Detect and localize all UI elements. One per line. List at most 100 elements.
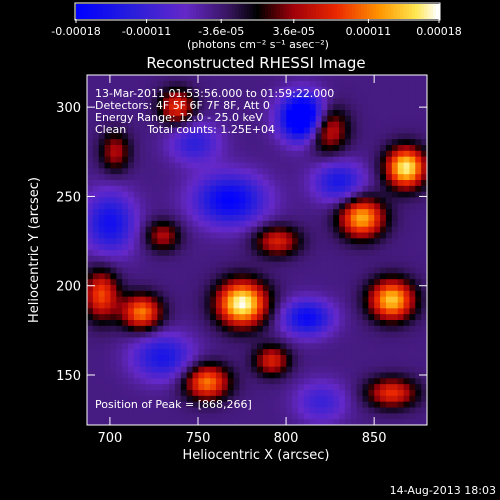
heatmap-cell <box>221 308 229 315</box>
heatmap-cell <box>145 232 152 239</box>
heatmap-cell <box>122 110 129 117</box>
heatmap-cell <box>245 360 252 368</box>
heatmap-cell <box>210 185 217 193</box>
colorbar-cell <box>304 4 308 19</box>
heatmap-cell <box>87 296 94 303</box>
colorbar-cell <box>412 4 416 19</box>
heatmap-cell <box>421 302 428 309</box>
heatmap-cell <box>116 139 123 146</box>
heatmap-cell <box>151 133 158 140</box>
heatmap-cell <box>374 133 381 140</box>
heatmap-cell <box>374 220 381 228</box>
heatmap-cell <box>403 267 410 274</box>
heatmap-cell <box>350 407 358 414</box>
heatmap-cell <box>192 384 199 391</box>
heatmap-cell <box>169 203 176 210</box>
heatmap-cell <box>303 115 311 123</box>
heatmap-cell <box>186 401 194 408</box>
heatmap-cell <box>391 162 399 169</box>
heatmap-cell <box>385 162 393 169</box>
heatmap-cell <box>245 98 252 105</box>
heatmap-cell <box>315 390 322 397</box>
heatmap-cell <box>286 349 293 356</box>
heatmap-cell <box>350 285 358 292</box>
heatmap-cell <box>350 150 358 158</box>
heatmap-cell <box>198 349 205 356</box>
heatmap-cell <box>104 127 111 134</box>
heatmap-cell <box>198 413 205 420</box>
heatmap-cell <box>262 226 270 233</box>
heatmap-cell <box>286 110 293 117</box>
heatmap-cell <box>198 378 205 385</box>
heatmap-cell <box>397 209 405 216</box>
heatmap-cell <box>198 308 205 315</box>
heatmap-cell <box>397 349 405 356</box>
heatmap-cell <box>356 372 364 379</box>
heatmap-cell <box>421 115 428 123</box>
heatmap-cell <box>251 366 258 373</box>
heatmap-cell <box>274 419 281 426</box>
heatmap-cell <box>268 419 276 426</box>
heatmap-cell <box>280 110 287 117</box>
heatmap-cell <box>385 191 393 198</box>
heatmap-cell <box>344 127 352 134</box>
heatmap-cell <box>403 279 410 286</box>
heatmap-cell <box>122 255 129 263</box>
heatmap-cell <box>104 331 111 338</box>
heatmap-cell <box>110 360 117 368</box>
heatmap-cell <box>186 366 194 373</box>
heatmap-cell <box>286 261 293 268</box>
heatmap-cell <box>215 250 223 257</box>
heatmap-cell <box>139 191 147 198</box>
heatmap-cell <box>210 302 217 309</box>
heatmap-cell <box>257 255 264 263</box>
heatmap-cell <box>116 250 123 257</box>
heatmap-cell <box>180 279 188 286</box>
heatmap-cell <box>292 407 299 414</box>
heatmap-cell <box>145 349 152 356</box>
heatmap-cell <box>380 419 387 426</box>
heatmap-cell <box>116 261 123 268</box>
heatmap-cell <box>315 384 322 391</box>
heatmap-cell <box>245 290 252 298</box>
heatmap-cell <box>227 419 235 426</box>
heatmap-cell <box>268 308 276 315</box>
heatmap-cell <box>122 238 129 245</box>
heatmap-cell <box>380 337 387 344</box>
heatmap-cell <box>104 290 111 298</box>
heatmap-cell <box>403 325 410 333</box>
heatmap-cell <box>362 296 369 303</box>
heatmap-cell <box>374 238 381 245</box>
heatmap-cell <box>92 267 100 274</box>
heatmap-cell <box>133 168 141 175</box>
heatmap-cell <box>286 320 293 327</box>
heatmap-cell <box>204 395 211 403</box>
heatmap-cell <box>110 395 117 403</box>
heatmap-cell <box>397 133 405 140</box>
heatmap-cell <box>116 180 123 187</box>
heatmap-cell <box>315 209 322 216</box>
heatmap-cell <box>403 185 410 193</box>
heatmap-cell <box>227 226 235 233</box>
colorbar-cell <box>85 4 89 19</box>
heatmap-cell <box>122 360 129 368</box>
heatmap-cell <box>333 98 340 105</box>
colorbar-cell <box>148 4 152 19</box>
heatmap-cell <box>344 290 352 298</box>
heatmap-cell <box>110 331 117 338</box>
heatmap-cell <box>233 80 240 88</box>
heatmap-cell <box>415 250 422 257</box>
heatmap-cell <box>262 285 270 292</box>
heatmap-cell <box>262 331 270 338</box>
heatmap-cell <box>251 261 258 268</box>
colorbar-cell <box>202 4 206 19</box>
heatmap-cell <box>204 162 211 169</box>
heatmap-cell <box>274 343 281 350</box>
heatmap-cell <box>151 86 158 93</box>
heatmap-cell <box>333 80 340 88</box>
heatmap-cell <box>321 384 328 391</box>
heatmap-cell <box>151 110 158 117</box>
heatmap-cell <box>227 413 235 420</box>
heatmap-cell <box>174 308 182 315</box>
heatmap-cell <box>321 261 328 268</box>
